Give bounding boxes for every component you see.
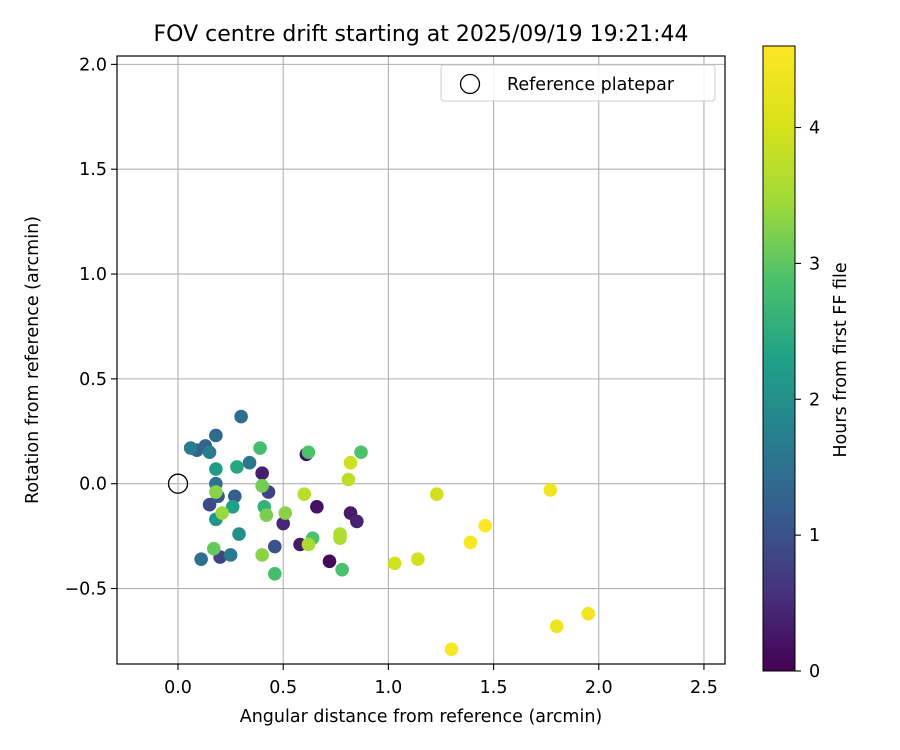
data-point — [301, 445, 316, 460]
legend: Reference platepar — [440, 64, 716, 102]
y-axis-ticks: −0.5 0.0 0.5 1.0 1.5 2.0 — [65, 55, 117, 600]
colorbar-gradient — [762, 45, 796, 672]
reference-platepar-marker — [167, 473, 189, 494]
data-point — [387, 556, 402, 571]
data-point — [267, 539, 282, 554]
data-point — [297, 487, 312, 501]
chart-title: FOV centre drift starting at 2025/09/19 … — [154, 22, 689, 47]
y-axis-label: Rotation from reference (arcmin) — [23, 216, 43, 504]
y-tick-label: 1.5 — [79, 160, 107, 180]
colorbar-tick-label: 1 — [809, 526, 820, 546]
x-tick-label: 2.0 — [585, 678, 613, 698]
data-point — [335, 562, 349, 577]
y-tick-label: 0.0 — [79, 475, 107, 495]
data-point — [463, 535, 478, 550]
y-tick-label: 0.5 — [79, 370, 107, 390]
x-tick-label: 1.5 — [480, 678, 508, 698]
data-point — [223, 548, 238, 562]
data-point — [267, 567, 282, 581]
data-point — [225, 499, 240, 514]
data-point — [209, 428, 223, 443]
colorbar: 0 1 2 3 4 Hours from first FF file — [762, 45, 851, 682]
data-point — [255, 478, 269, 493]
data-point — [341, 472, 356, 487]
data-point — [429, 487, 444, 501]
data-point — [202, 497, 217, 512]
x-axis-ticks: 0.0 0.5 1.0 1.5 2.0 2.5 — [164, 664, 718, 698]
grid — [117, 56, 725, 664]
colorbar-label: Hours from first FF file — [831, 262, 851, 457]
x-tick-label: 2.5 — [690, 678, 718, 698]
data-point — [478, 518, 492, 533]
y-tick-label: 1.0 — [79, 265, 107, 285]
data-point — [194, 552, 208, 566]
data-point — [255, 466, 269, 481]
data-points — [183, 409, 596, 657]
data-point — [215, 506, 229, 520]
colorbar-ticks: 0 1 2 3 4 — [795, 119, 820, 682]
colorbar-tick-label: 0 — [809, 662, 820, 682]
data-point — [333, 531, 347, 546]
data-point — [255, 548, 269, 562]
data-point — [411, 552, 425, 566]
colorbar-tick-label: 3 — [809, 254, 820, 274]
data-point — [444, 642, 459, 657]
colorbar-tick-label: 4 — [809, 119, 820, 139]
data-point — [234, 409, 248, 424]
x-axis-label: Angular distance from reference (arcmin) — [240, 707, 603, 727]
data-point — [343, 455, 358, 470]
legend-box — [440, 64, 716, 102]
data-point — [228, 489, 242, 504]
colorbar-tick-label: 2 — [809, 390, 820, 410]
data-point — [202, 445, 217, 460]
data-point — [278, 506, 293, 520]
data-point — [581, 606, 596, 621]
y-tick-label: −0.5 — [65, 580, 108, 600]
data-point — [549, 619, 564, 634]
legend-open-circle-icon — [459, 73, 481, 95]
data-point — [230, 460, 244, 474]
y-tick-label: 2.0 — [79, 55, 107, 75]
data-point — [310, 499, 324, 514]
data-point — [354, 445, 368, 460]
data-point — [242, 455, 257, 470]
data-point — [209, 485, 223, 499]
data-point — [209, 462, 223, 476]
data-point — [301, 537, 316, 552]
data-point — [232, 527, 246, 541]
data-point — [253, 441, 267, 455]
reference-marker-layer — [167, 473, 189, 494]
data-point — [183, 441, 198, 455]
data-point — [543, 483, 558, 497]
x-tick-label: 0.5 — [269, 678, 297, 698]
data-point — [206, 541, 221, 556]
data-point — [276, 516, 291, 531]
plot-frame — [116, 55, 726, 665]
data-point — [259, 508, 274, 522]
data-point — [350, 514, 364, 529]
x-tick-label: 0.0 — [164, 678, 192, 698]
legend-label: Reference platepar — [507, 75, 675, 95]
data-point — [322, 554, 337, 569]
x-tick-label: 1.0 — [374, 678, 402, 698]
